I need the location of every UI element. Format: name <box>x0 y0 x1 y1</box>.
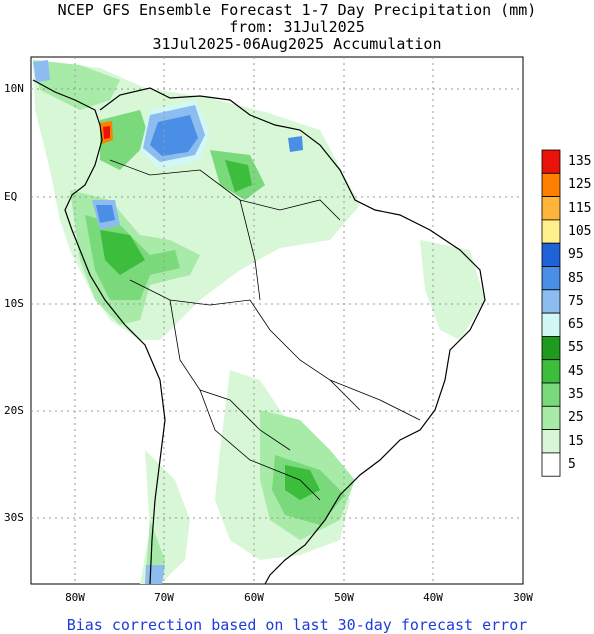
lat-label-10n: 10N <box>4 82 24 95</box>
colorbar-level-label: 35 <box>568 387 584 402</box>
country-borders <box>109 159 421 501</box>
colorbar-swatch <box>541 266 561 291</box>
lat-label-eq: EQ <box>4 190 18 203</box>
colorbar-swatch <box>541 405 561 430</box>
coastline <box>32 79 486 585</box>
colorbar-swatch <box>541 149 561 174</box>
colorbar-swatch <box>541 196 561 221</box>
colorbar-level-label: 75 <box>568 293 584 309</box>
lat-label-10s: 10S <box>4 297 24 310</box>
lon-label-50w: 50W <box>334 591 354 604</box>
colorbar-swatch <box>541 382 561 407</box>
colorbar-level-label: 55 <box>568 340 584 356</box>
colorbar <box>541 149 561 477</box>
colorbar-level-label: 65 <box>568 317 584 333</box>
lon-label-60w: 60W <box>244 591 264 604</box>
map-title: NCEP GFS Ensemble Forecast 1-7 Day Preci… <box>57 1 537 19</box>
colorbar-swatch <box>541 312 561 337</box>
map-subtitle-period: 31Jul2025-06Aug2025 Accumulation <box>152 35 442 53</box>
colorbar-swatch <box>541 335 561 361</box>
colorbar-level-label: 25 <box>568 410 584 426</box>
colorbar-swatch <box>541 219 561 244</box>
grid-lines <box>31 57 523 584</box>
map-subtitle-from: from: 31Jul2025 <box>229 18 365 36</box>
lon-label-30w: 30W <box>513 591 533 604</box>
bias-correction-note: Bias correction based on last 30-day for… <box>66 616 528 634</box>
lon-label-40w: 40W <box>423 591 443 604</box>
colorbar-swatch <box>541 359 561 384</box>
lon-label-70w: 70W <box>154 591 174 604</box>
precipitation-shading <box>33 60 485 584</box>
colorbar-level-label: 95 <box>568 247 584 263</box>
colorbar-level-label: 125 <box>568 177 592 193</box>
colorbar-swatch <box>541 172 561 198</box>
colorbar-level-label: 135 <box>568 154 592 169</box>
colorbar-swatch <box>541 289 561 314</box>
colorbar-level-label: 85 <box>568 270 584 286</box>
lat-label-30s: 30S <box>4 511 24 524</box>
lon-label-80w: 80W <box>65 591 85 604</box>
lat-label-20s: 20S <box>4 404 24 417</box>
colorbar-level-label: 105 <box>568 223 592 239</box>
colorbar-level-label: 45 <box>568 363 584 379</box>
colorbar-swatch <box>541 429 561 454</box>
colorbar-level-label: 15 <box>568 433 584 449</box>
colorbar-swatch <box>541 452 561 477</box>
colorbar-level-label: 5 <box>568 456 576 472</box>
colorbar-level-label: 115 <box>568 200 592 216</box>
colorbar-swatch <box>541 242 561 267</box>
